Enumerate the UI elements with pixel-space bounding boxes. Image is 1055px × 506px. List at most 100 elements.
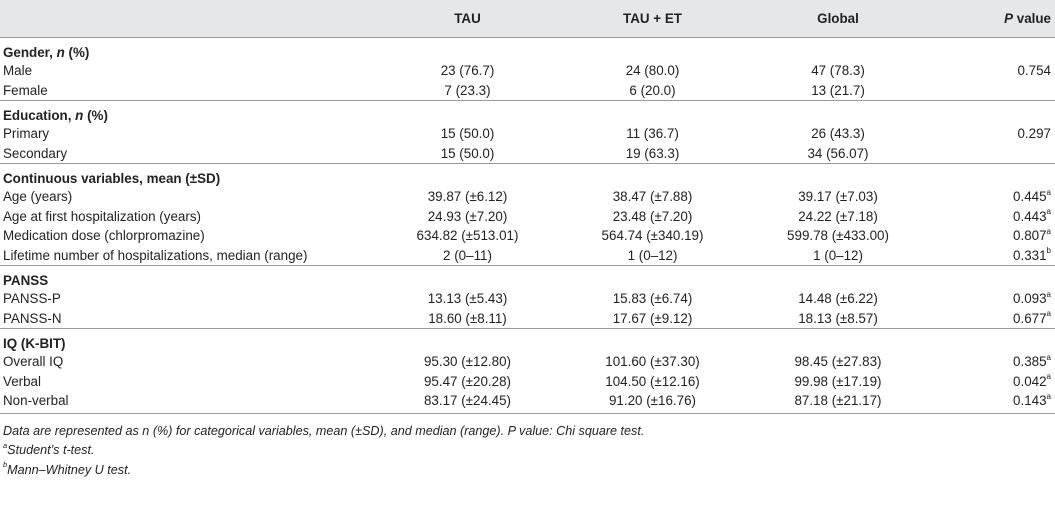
table-row: Overall IQ 95.30 (±12.80) 101.60 (±37.30… — [0, 352, 1055, 372]
cell-global: 1 (0–12) — [813, 247, 863, 263]
row-label: Primary — [3, 126, 50, 142]
cell-p-value: 0.143a — [931, 391, 1055, 414]
table-row: Lifetime number of hospitalizations, med… — [0, 246, 1055, 266]
p-value-text: 0.042 — [1013, 373, 1047, 389]
cell-p-value: 0.331b — [931, 246, 1055, 266]
cell-tau: 39.87 (±6.12) — [427, 189, 508, 205]
section-title-post: (%) — [64, 45, 90, 60]
footnote-b-text: Mann–Whitney U test. — [7, 462, 132, 477]
cell-tau: 83.17 (±24.45) — [375, 391, 560, 414]
table-row: PANSS-P 13.13 (±5.43) 15.83 (±6.74) 14.4… — [0, 289, 1055, 309]
cell-tau-et: 564.74 (±340.19) — [601, 228, 704, 244]
header-p-letter: P — [1004, 11, 1014, 26]
table-row: PANSS-N 18.60 (±8.11) 17.67 (±9.12) 18.1… — [0, 309, 1055, 329]
cell-tau-et: 24 (80.0) — [625, 63, 680, 79]
row-label: Age (years) — [3, 189, 73, 205]
table-header: TAU TAU + ET Global P value — [0, 0, 1055, 38]
section-title-iq: IQ (K-BIT) — [0, 328, 1055, 352]
cell-global: 47 (78.3) — [811, 63, 865, 79]
cell-tau: 7 (23.3) — [444, 82, 491, 98]
table-row: Primary 15 (50.0) 11 (36.7) 26 (43.3) 0.… — [0, 124, 1055, 144]
p-value-text: 0.445 — [1013, 189, 1047, 205]
row-label: Secondary — [3, 145, 68, 161]
footnote-a-text: Student’s t-test. — [7, 443, 95, 457]
p-value-footnote-mark: b — [1046, 246, 1051, 256]
p-value-text: 0.807 — [1013, 228, 1047, 244]
cell-tau: 634.82 (±513.01) — [416, 228, 519, 244]
cell-p-value: 0.042a — [931, 372, 1055, 392]
table-row: Verbal 95.47 (±20.28) 104.50 (±12.16) 99… — [0, 372, 1055, 392]
p-value-footnote-mark: a — [1046, 352, 1051, 362]
table-footnotes: Data are represented as n (%) for catego… — [0, 414, 1055, 481]
table-row: Medication dose (chlorpromazine) 634.82 … — [0, 226, 1055, 246]
footnote-a-mark: a — [3, 440, 8, 450]
cell-tau-et: 101.60 (±37.30) — [605, 354, 700, 370]
table-row: Female 7 (23.3) 6 (20.0) 13 (21.7) — [0, 81, 1055, 101]
table-row: Age (years) 39.87 (±6.12) 38.47 (±7.88) … — [0, 187, 1055, 207]
cell-tau-et: 1 (0–12) — [627, 247, 678, 263]
cell-global: 24.22 (±7.18) — [798, 208, 878, 224]
section-row-panss: PANSS — [0, 265, 1055, 289]
row-label: PANSS-P — [3, 291, 61, 307]
cell-p-value: 0.807a — [931, 226, 1055, 246]
p-value-footnote-mark: a — [1046, 207, 1051, 217]
p-value-text: 0.754 — [1017, 63, 1051, 79]
p-value-footnote-mark: a — [1046, 309, 1051, 319]
cell-tau: 95.30 (±12.80) — [423, 354, 511, 370]
cell-tau: 15 (50.0) — [440, 126, 495, 142]
footnote-a: aStudent’s t-test. — [3, 441, 1055, 461]
table-row: Secondary 15 (50.0) 19 (63.3) 34 (56.07) — [0, 144, 1055, 164]
table-row: Age at first hospitalization (years) 24.… — [0, 207, 1055, 227]
section-title-panss: PANSS — [0, 265, 1055, 289]
p-value-text: 0.385 — [1013, 354, 1047, 370]
cell-global: 87.18 (±21.17) — [745, 391, 931, 414]
section-title-n: n — [75, 108, 84, 123]
p-value-footnote-mark: a — [1046, 372, 1051, 382]
cell-p-value — [931, 81, 1055, 101]
section-title-continuous: Continuous variables, mean (±SD) — [0, 163, 1055, 187]
section-title-pre: Education, — [3, 108, 76, 123]
section-title-gender: Gender, n (%) — [0, 37, 1055, 61]
cell-global: 13 (21.7) — [811, 82, 865, 98]
p-value-text: 0.677 — [1013, 310, 1047, 326]
cell-global: 99.98 (±17.19) — [794, 373, 882, 389]
cell-p-value: 0.093a — [931, 289, 1055, 309]
section-row-education: Education, n (%) — [0, 100, 1055, 124]
cell-tau-et: 38.47 (±7.88) — [612, 189, 693, 205]
header-p-value: P value — [931, 0, 1055, 38]
row-label: Age at first hospitalization (years) — [3, 208, 201, 224]
cell-tau: 24.93 (±7.20) — [427, 208, 508, 224]
cell-p-value: 0.443a — [931, 207, 1055, 227]
row-label: Overall IQ — [3, 354, 64, 370]
header-p-suffix: value — [1013, 11, 1051, 26]
p-value-footnote-mark: a — [1046, 187, 1051, 197]
section-title-education: Education, n (%) — [0, 100, 1055, 124]
row-label: Non-verbal — [0, 391, 375, 414]
row-label: Male — [3, 63, 33, 79]
cell-global: 599.78 (±433.00) — [787, 228, 889, 244]
cell-tau-et: 6 (20.0) — [629, 82, 676, 98]
p-value-text: 0.331 — [1013, 247, 1047, 263]
p-value-footnote-mark: a — [1046, 289, 1051, 299]
cell-p-value: 0.445a — [931, 187, 1055, 207]
cell-global: 34 (56.07) — [807, 145, 869, 161]
p-value-text: 0.093 — [1013, 291, 1047, 307]
table-row: Male 23 (76.7) 24 (80.0) 47 (78.3) 0.754 — [0, 61, 1055, 81]
cell-global: 18.13 (±8.57) — [798, 310, 878, 326]
row-label: Medication dose (chlorpromazine) — [3, 228, 205, 244]
cell-tau-et: 91.20 (±16.76) — [560, 391, 745, 414]
p-value-text: 0.443 — [1013, 208, 1047, 224]
cell-tau-et: 11 (36.7) — [626, 126, 679, 142]
row-label: Lifetime number of hospitalizations, med… — [3, 247, 308, 263]
cell-tau: 15 (50.0) — [440, 145, 495, 161]
p-value-footnote-mark: a — [1046, 391, 1051, 401]
header-global: Global — [745, 0, 931, 38]
cell-tau: 23 (76.7) — [440, 63, 495, 79]
header-label-col — [0, 0, 375, 38]
section-title-n: n — [56, 45, 65, 60]
footnote-b: bMann–Whitney U test. — [3, 461, 1055, 481]
cell-p-value: 0.297 — [931, 124, 1055, 144]
footnote-main: Data are represented as n (%) for catego… — [3, 423, 645, 438]
demographics-table: TAU TAU + ET Global P value Gender, n (%… — [0, 0, 1055, 414]
